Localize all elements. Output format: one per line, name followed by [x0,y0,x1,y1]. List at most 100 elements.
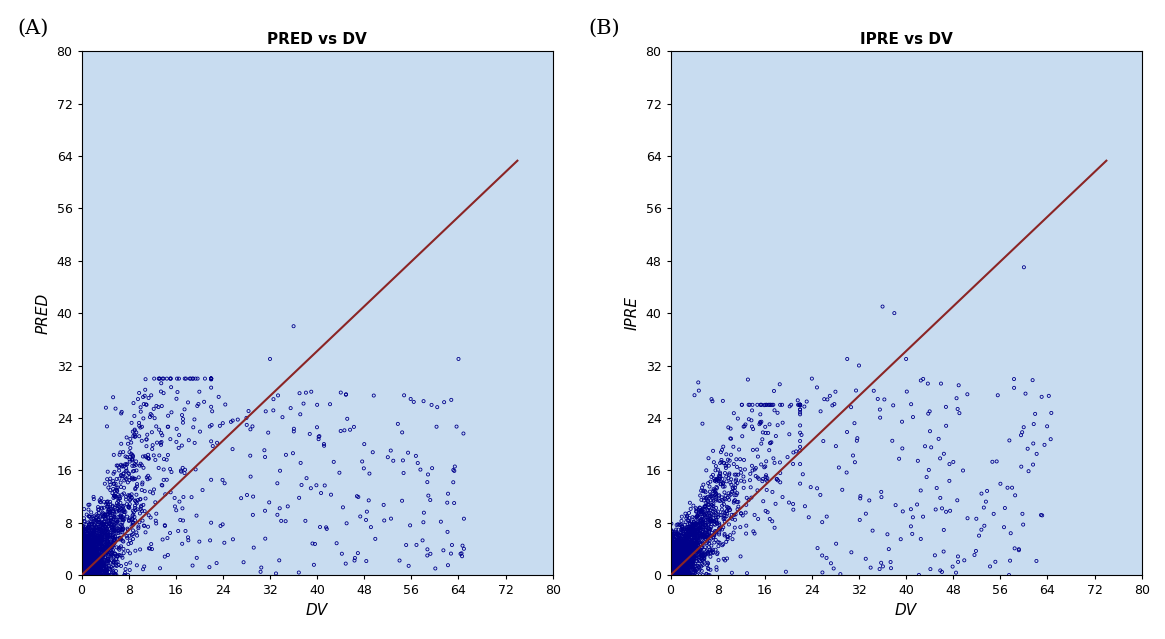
Point [89,544,107,554]
Point [73,560,92,570]
Point [241,424,260,435]
Point [78,558,97,568]
Point [748,445,767,455]
Point [678,528,697,539]
Point [693,522,712,532]
Point [666,563,685,573]
Point [668,567,686,577]
Point [677,553,696,564]
Point [671,560,690,570]
Point [662,549,680,559]
Point [120,503,139,513]
Point [665,570,684,580]
Point [202,373,220,383]
Point [92,544,111,555]
Point [671,570,690,580]
Point [73,537,92,547]
Point [80,570,99,580]
Point [672,562,691,573]
Point [685,390,704,400]
Point [683,550,701,560]
Point [75,552,93,562]
Point [679,538,698,548]
Point [673,541,692,551]
Point [682,535,700,545]
Point [757,400,776,410]
Point [675,551,693,562]
Point [73,546,92,556]
Point [73,548,92,558]
Point [86,548,105,558]
Point [73,567,92,577]
Point [75,570,93,580]
Point [162,467,181,477]
Point [90,552,108,562]
Point [665,567,684,578]
Point [691,531,709,541]
Point [79,556,98,566]
Point [707,526,726,536]
Point [123,426,142,436]
Point [665,550,684,560]
Point [79,567,98,578]
Point [89,545,107,555]
Point [662,560,680,571]
Point [696,544,714,555]
Point [951,408,969,419]
Point [673,553,692,563]
Point [666,567,685,577]
Point [685,540,704,550]
Point [84,529,103,539]
Point [666,565,685,575]
Point [87,520,106,530]
Point [110,500,128,510]
Point [662,566,680,576]
Point [78,551,97,561]
Point [664,567,683,577]
Point [75,525,93,535]
Point [139,471,157,481]
Title: IPRE vs DV: IPRE vs DV [860,32,953,47]
Point [1032,392,1051,402]
Point [665,550,684,560]
Point [690,512,708,523]
Point [755,400,774,410]
Point [77,544,96,555]
Point [822,400,841,410]
Point [86,557,105,567]
Point [673,545,692,555]
Point [668,562,686,573]
Point [75,543,93,553]
Point [671,551,690,562]
Point [104,512,122,523]
Point [663,567,682,577]
Point [675,535,693,546]
Point [687,547,706,557]
Point [83,570,101,580]
Point [668,565,686,575]
Point [75,551,93,562]
Point [76,570,94,580]
Point [73,537,92,547]
Point [86,562,105,572]
Point [100,507,119,517]
Point [75,560,93,571]
Point [669,558,687,568]
Point [663,554,682,564]
Point [687,511,706,521]
Point [670,564,689,574]
Point [87,561,106,571]
Point [682,537,700,548]
Point [671,564,690,574]
Point [85,534,104,544]
Point [669,562,687,572]
Point [89,544,107,555]
Point [668,565,686,575]
Point [666,543,685,553]
Point [664,564,683,574]
Point [165,502,184,512]
Point [679,544,698,555]
Point [666,567,685,577]
Point [663,569,682,579]
Point [83,546,101,556]
